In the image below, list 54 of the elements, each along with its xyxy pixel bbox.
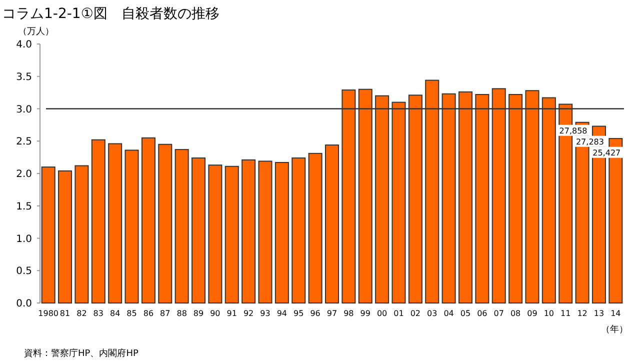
xtick: 81 [60, 309, 70, 318]
xtick: 1980 [38, 309, 59, 318]
xtick: 96 [310, 309, 320, 318]
title: コラム1-2-1①図 自殺者数の推移 [2, 6, 220, 22]
xtick: 03 [427, 309, 438, 318]
xtick: 08 [510, 309, 521, 318]
xtick: 00 [376, 309, 388, 318]
ytick: 2.0 [16, 169, 32, 180]
annotation: 資料：警察庁HP、内閣府HP [24, 349, 138, 359]
xtick: 11 [560, 309, 571, 318]
xtick: 10 [544, 309, 554, 318]
annotation: 25,427 [592, 148, 621, 158]
annotation: 27,283 [572, 136, 608, 147]
xtick: 13 [594, 309, 604, 318]
ytick: 0.5 [16, 266, 32, 278]
xtick: 98 [344, 309, 354, 318]
xtick: 93 [260, 309, 270, 318]
xtick: 85 [126, 309, 137, 318]
xtick: 90 [210, 309, 220, 318]
ytick: 3.0 [16, 104, 32, 116]
xtick: 92 [243, 309, 254, 318]
xtick: 83 [93, 309, 104, 318]
ytick: 2.5 [16, 136, 32, 148]
xtick: 14 [610, 309, 621, 318]
xtick: 02 [410, 309, 421, 318]
xtick: 88 [176, 309, 187, 318]
annotation: 27,858 [559, 126, 588, 136]
annotation: 27,283 [576, 137, 604, 146]
ytick: 0.0 [16, 298, 32, 310]
ylabel: （万人） [18, 27, 54, 37]
xtick: 94 [276, 309, 288, 318]
xtick: 97 [326, 309, 338, 318]
xtick: 12 [577, 309, 588, 318]
xtick: 82 [76, 309, 87, 318]
xtick: 01 [394, 309, 404, 318]
xtick: 95 [294, 309, 304, 318]
xtick: 89 [193, 309, 204, 318]
ytick: 1.5 [16, 201, 32, 212]
ytick: 3.5 [16, 72, 32, 83]
ytick: 4.0 [16, 40, 32, 50]
annotation: 25,427 [590, 146, 624, 158]
xtick: 99 [360, 309, 370, 318]
xtick: 86 [143, 309, 154, 318]
xtick: 84 [110, 309, 120, 318]
annotation: 27,858 [556, 124, 590, 136]
xtick: 04 [444, 309, 454, 318]
xtick: 05 [460, 309, 471, 318]
xtick: 91 [226, 309, 237, 318]
xtick: 09 [527, 309, 538, 318]
xlabel: （年） [601, 325, 628, 335]
ytick: 1.0 [16, 234, 32, 245]
xtick: 87 [160, 309, 170, 318]
xtick: 06 [477, 309, 488, 318]
xtick: 07 [494, 309, 504, 318]
